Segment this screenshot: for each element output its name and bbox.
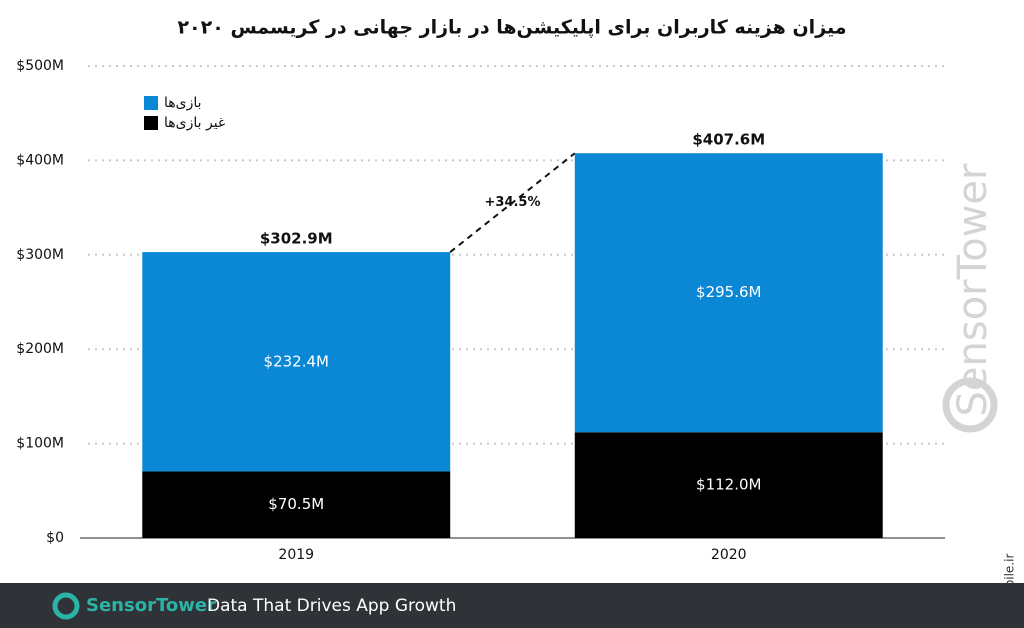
legend-swatch — [144, 116, 158, 130]
footer-tagline: Data That Drives App Growth — [207, 596, 456, 616]
change-annotation: +34.5% — [485, 195, 541, 210]
footer-bar — [0, 583, 1024, 628]
bar-segment — [142, 471, 451, 538]
watermark-logo — [942, 377, 998, 433]
value-label: $112.0M — [696, 476, 761, 494]
chart-title: میزان هزینه کاربران برای اپلیکیشن‌ها در … — [177, 17, 846, 39]
total-label: $407.6M — [692, 131, 765, 149]
legend-label: غیر بازی‌ها — [164, 115, 225, 131]
y-tick-label: $200M — [16, 341, 64, 357]
x-tick-label: 2020 — [711, 547, 747, 563]
x-tick-label: 2019 — [278, 547, 314, 563]
value-label: $295.6M — [696, 283, 761, 301]
footer-brand: SensorTower — [86, 595, 216, 616]
y-tick-label: $400M — [16, 152, 64, 168]
y-tick-label: $500M — [16, 58, 64, 74]
footer-logo — [52, 592, 80, 620]
y-tick-label: $100M — [16, 436, 64, 452]
y-tick-label: $0 — [46, 530, 64, 546]
total-label: $302.9M — [260, 230, 333, 248]
value-label: $70.5M — [268, 495, 324, 513]
bar-segment — [574, 432, 883, 538]
bar-segment — [142, 252, 451, 472]
watermark: SensorTower — [950, 163, 996, 417]
legend-label: بازی‌ها — [164, 95, 202, 111]
change-line — [449, 152, 576, 253]
bar-segment — [574, 153, 883, 433]
value-label: $232.4M — [264, 352, 329, 370]
y-tick-label: $300M — [16, 247, 64, 263]
legend-swatch — [144, 96, 158, 110]
